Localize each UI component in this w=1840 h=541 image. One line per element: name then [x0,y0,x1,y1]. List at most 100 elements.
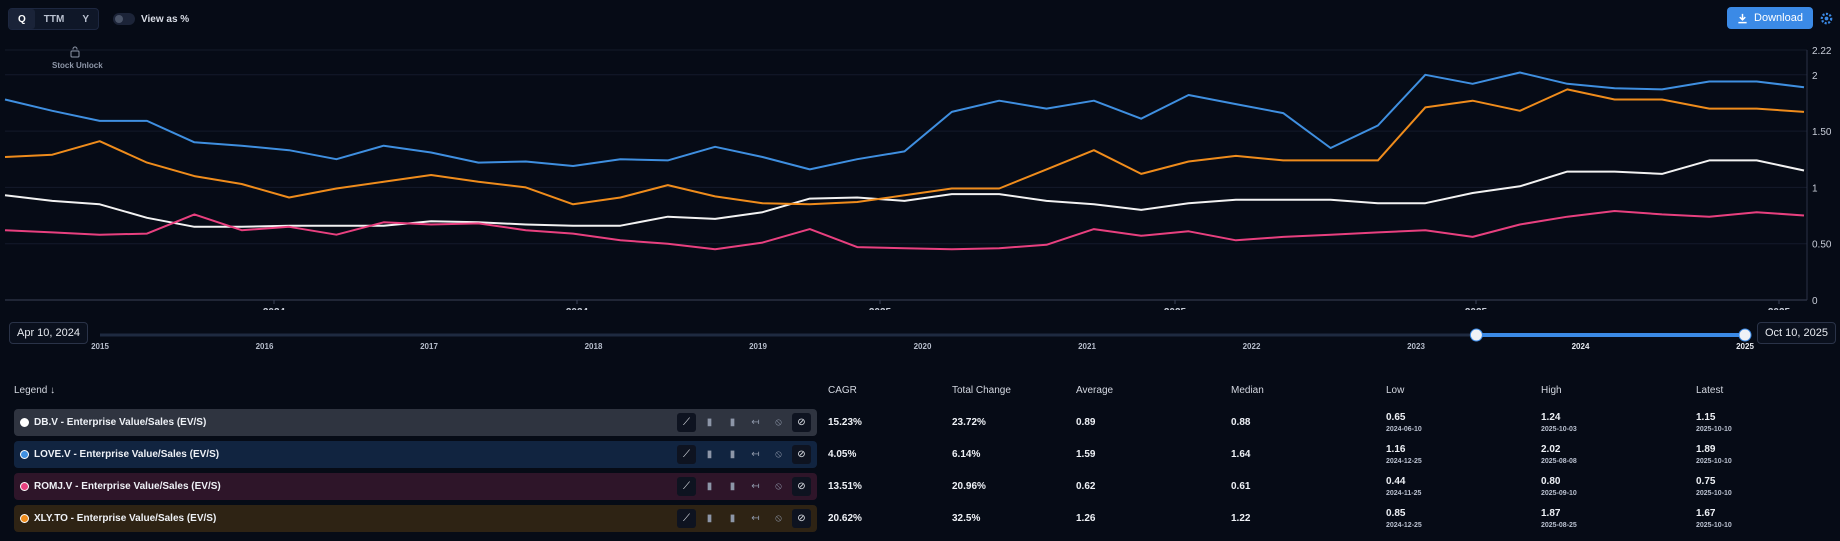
bar-chart-icon[interactable]: ▮ [706,481,713,492]
range-year-label: 2019 [749,342,767,351]
bar-chart-icon[interactable]: ▮ [706,417,713,428]
cell-total: 23.72% [952,417,986,428]
cell-cagr: 13.51% [828,481,862,492]
cell-median: 1.22 [1231,513,1251,524]
view-as-percent-toggle[interactable] [113,13,135,25]
cell-low: 0.44 [1386,476,1406,487]
hide-series-icon[interactable]: ⊘ [792,477,811,496]
align-left-icon[interactable]: ↤ [751,513,760,524]
range-year-label: 2018 [585,342,603,351]
range-start-date[interactable]: Apr 10, 2024 [9,322,88,344]
hide-series-icon[interactable]: ⊘ [792,509,811,528]
y-tick-label: 1 [1812,183,1818,194]
cell-high: 1.24 [1541,412,1561,423]
series-color-dot [20,418,29,427]
align-left-icon[interactable]: ↤ [751,481,760,492]
stacked-bar-icon[interactable]: ▮ [729,513,736,524]
col-median: Median [1231,385,1264,396]
cell-latest: 1.15 [1696,412,1716,423]
hide-series-icon[interactable]: ⊘ [792,445,811,464]
cell-high: 1.87 [1541,508,1561,519]
cell-low-date: 2024-06-10 [1386,426,1422,433]
download-button[interactable]: Download [1727,7,1813,29]
bar-chart-icon[interactable]: ▮ [706,513,713,524]
period-selector: Q TTM Y [8,8,99,30]
series-name: XLY.TO - Enterprise Value/Sales (EV/S) [34,513,217,524]
series-line-3[interactable] [4,88,1805,206]
cell-avg: 1.59 [1076,449,1096,460]
range-end-date[interactable]: Oct 10, 2025 [1757,322,1836,344]
range-year-label: 2015 [91,342,109,351]
y-tick-label: 1.50 [1812,127,1832,138]
stacked-bar-icon[interactable]: ▮ [729,417,736,428]
legend-row[interactable]: DB.V - Enterprise Value/Sales (EV/S) ⟋ ▮ ▮ ↤… [14,409,817,436]
series-line-0[interactable] [4,159,1805,228]
range-year-label: 2021 [1078,342,1096,351]
cell-cagr: 15.23% [828,417,862,428]
legend-header[interactable]: Legend ↓ [14,385,56,396]
x-tick-label: 2025 [1164,307,1187,310]
cell-latest-date: 2025-10-10 [1696,458,1732,465]
stacked-bar-icon[interactable]: ▮ [729,481,736,492]
x-tick-label: 2025 [869,307,892,310]
series-line-2[interactable] [4,210,1805,251]
series-name: ROMJ.V - Enterprise Value/Sales (EV/S) [34,481,221,492]
cell-median: 0.61 [1231,481,1251,492]
y-tick-label: 0 [1812,296,1818,307]
align-left-icon[interactable]: ↤ [751,417,760,428]
period-ttm-button[interactable]: TTM [43,13,65,25]
align-left-icon[interactable]: ↤ [751,449,760,460]
line-chart-icon[interactable]: ⟋ [677,477,696,496]
range-year-label: 2020 [914,342,932,351]
cell-high-date: 2025-09-10 [1541,490,1577,497]
cell-cagr: 20.62% [828,513,862,524]
x-tick-label: 2024 [263,307,286,310]
x-tick-label: 2025 [1768,307,1791,310]
col-high: High [1541,385,1562,396]
range-end-handle[interactable] [1738,328,1752,342]
hide-trend-icon[interactable]: ⦸ [775,449,782,460]
x-tick-label: 2024 [566,307,589,310]
cell-latest: 1.89 [1696,444,1716,455]
download-icon [1738,13,1747,23]
cell-high-date: 2025-10-03 [1541,426,1577,433]
cell-latest: 1.67 [1696,508,1716,519]
hide-trend-icon[interactable]: ⦸ [775,513,782,524]
legend-row[interactable]: LOVE.V - Enterprise Value/Sales (EV/S) ⟋ ▮… [14,441,817,468]
stacked-bar-icon[interactable]: ▮ [729,449,736,460]
y-tick-label: 2 [1812,71,1818,82]
range-year-label: 2023 [1407,342,1425,351]
cell-low-date: 2024-12-25 [1386,458,1422,465]
legend-row[interactable]: XLY.TO - Enterprise Value/Sales (EV/S) ⟋ ▮… [14,505,817,532]
range-start-handle[interactable] [1469,328,1483,342]
cell-total: 32.5% [952,513,981,524]
cell-high-date: 2025-08-25 [1541,522,1577,529]
cell-latest-date: 2025-10-10 [1696,522,1732,529]
hide-trend-icon[interactable]: ⦸ [775,481,782,492]
cell-cagr: 4.05% [828,449,857,460]
view-as-percent-label: View as % [141,13,190,25]
y-tick-label: 0.50 [1812,240,1832,251]
lock-icon [70,46,80,58]
gear-icon[interactable] [1819,11,1834,26]
cell-high-date: 2025-08-08 [1541,458,1577,465]
legend-row[interactable]: ROMJ.V - Enterprise Value/Sales (EV/S) ⟋ ▮… [14,473,817,500]
cell-latest-date: 2025-10-10 [1696,426,1732,433]
line-chart-icon[interactable]: ⟋ [677,413,696,432]
hide-series-icon[interactable]: ⊘ [792,413,811,432]
line-chart-icon[interactable]: ⟋ [677,445,696,464]
cell-avg: 1.26 [1076,513,1096,524]
bar-chart-icon[interactable]: ▮ [706,449,713,460]
range-year-label: 2025 [1736,342,1754,351]
hide-trend-icon[interactable]: ⦸ [775,417,782,428]
series-line-1[interactable] [4,71,1805,171]
range-slider[interactable]: 2015 2016 2017 2018 2019 2020 2021 2022 2023 2024… [0,320,1840,360]
period-q-button[interactable]: Q [9,9,35,29]
series-name: LOVE.V - Enterprise Value/Sales (EV/S) [34,449,220,460]
cell-total: 20.96% [952,481,986,492]
period-y-button[interactable]: Y [82,13,89,25]
cell-median: 1.64 [1231,449,1251,460]
line-chart-icon[interactable]: ⟋ [677,509,696,528]
col-total-change: Total Change [952,385,1011,396]
range-year-label: 2024 [1572,342,1590,351]
